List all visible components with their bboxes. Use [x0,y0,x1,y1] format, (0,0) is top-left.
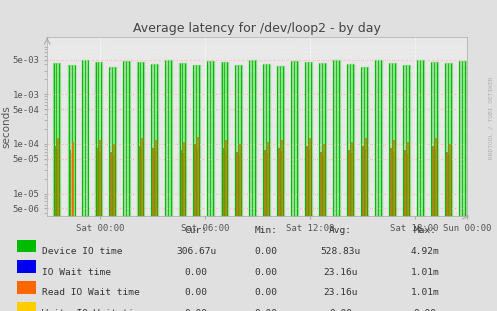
Text: 0.00: 0.00 [185,267,208,276]
Text: 0.00: 0.00 [185,288,208,297]
Bar [17,240,36,252]
Text: 0.00: 0.00 [254,267,277,276]
Bar [17,260,36,273]
Text: 0.00: 0.00 [185,309,208,311]
Text: Cur:: Cur: [185,226,208,235]
Bar [17,302,36,311]
Text: 0.00: 0.00 [414,309,436,311]
Y-axis label: seconds: seconds [1,105,11,148]
Text: 306.67u: 306.67u [176,247,216,256]
Text: 23.16u: 23.16u [323,288,358,297]
Text: IO Wait time: IO Wait time [42,267,111,276]
Text: 1.01m: 1.01m [411,288,439,297]
Title: Average latency for /dev/loop2 - by day: Average latency for /dev/loop2 - by day [133,22,381,35]
Text: 0.00: 0.00 [254,288,277,297]
Text: Device IO time: Device IO time [42,247,123,256]
Text: 23.16u: 23.16u [323,267,358,276]
Text: Max:: Max: [414,226,436,235]
Text: 0.00: 0.00 [329,309,352,311]
Text: 0.00: 0.00 [254,247,277,256]
Text: Write IO Wait time: Write IO Wait time [42,309,146,311]
Text: 1.01m: 1.01m [411,267,439,276]
Text: Read IO Wait time: Read IO Wait time [42,288,140,297]
Bar [17,281,36,294]
Text: 0.00: 0.00 [254,309,277,311]
Text: 4.92m: 4.92m [411,247,439,256]
Text: Min:: Min: [254,226,277,235]
Text: Avg:: Avg: [329,226,352,235]
Text: RRDTOOL / TOBI OETIKER: RRDTOOL / TOBI OETIKER [489,77,494,160]
Text: 528.83u: 528.83u [321,247,360,256]
